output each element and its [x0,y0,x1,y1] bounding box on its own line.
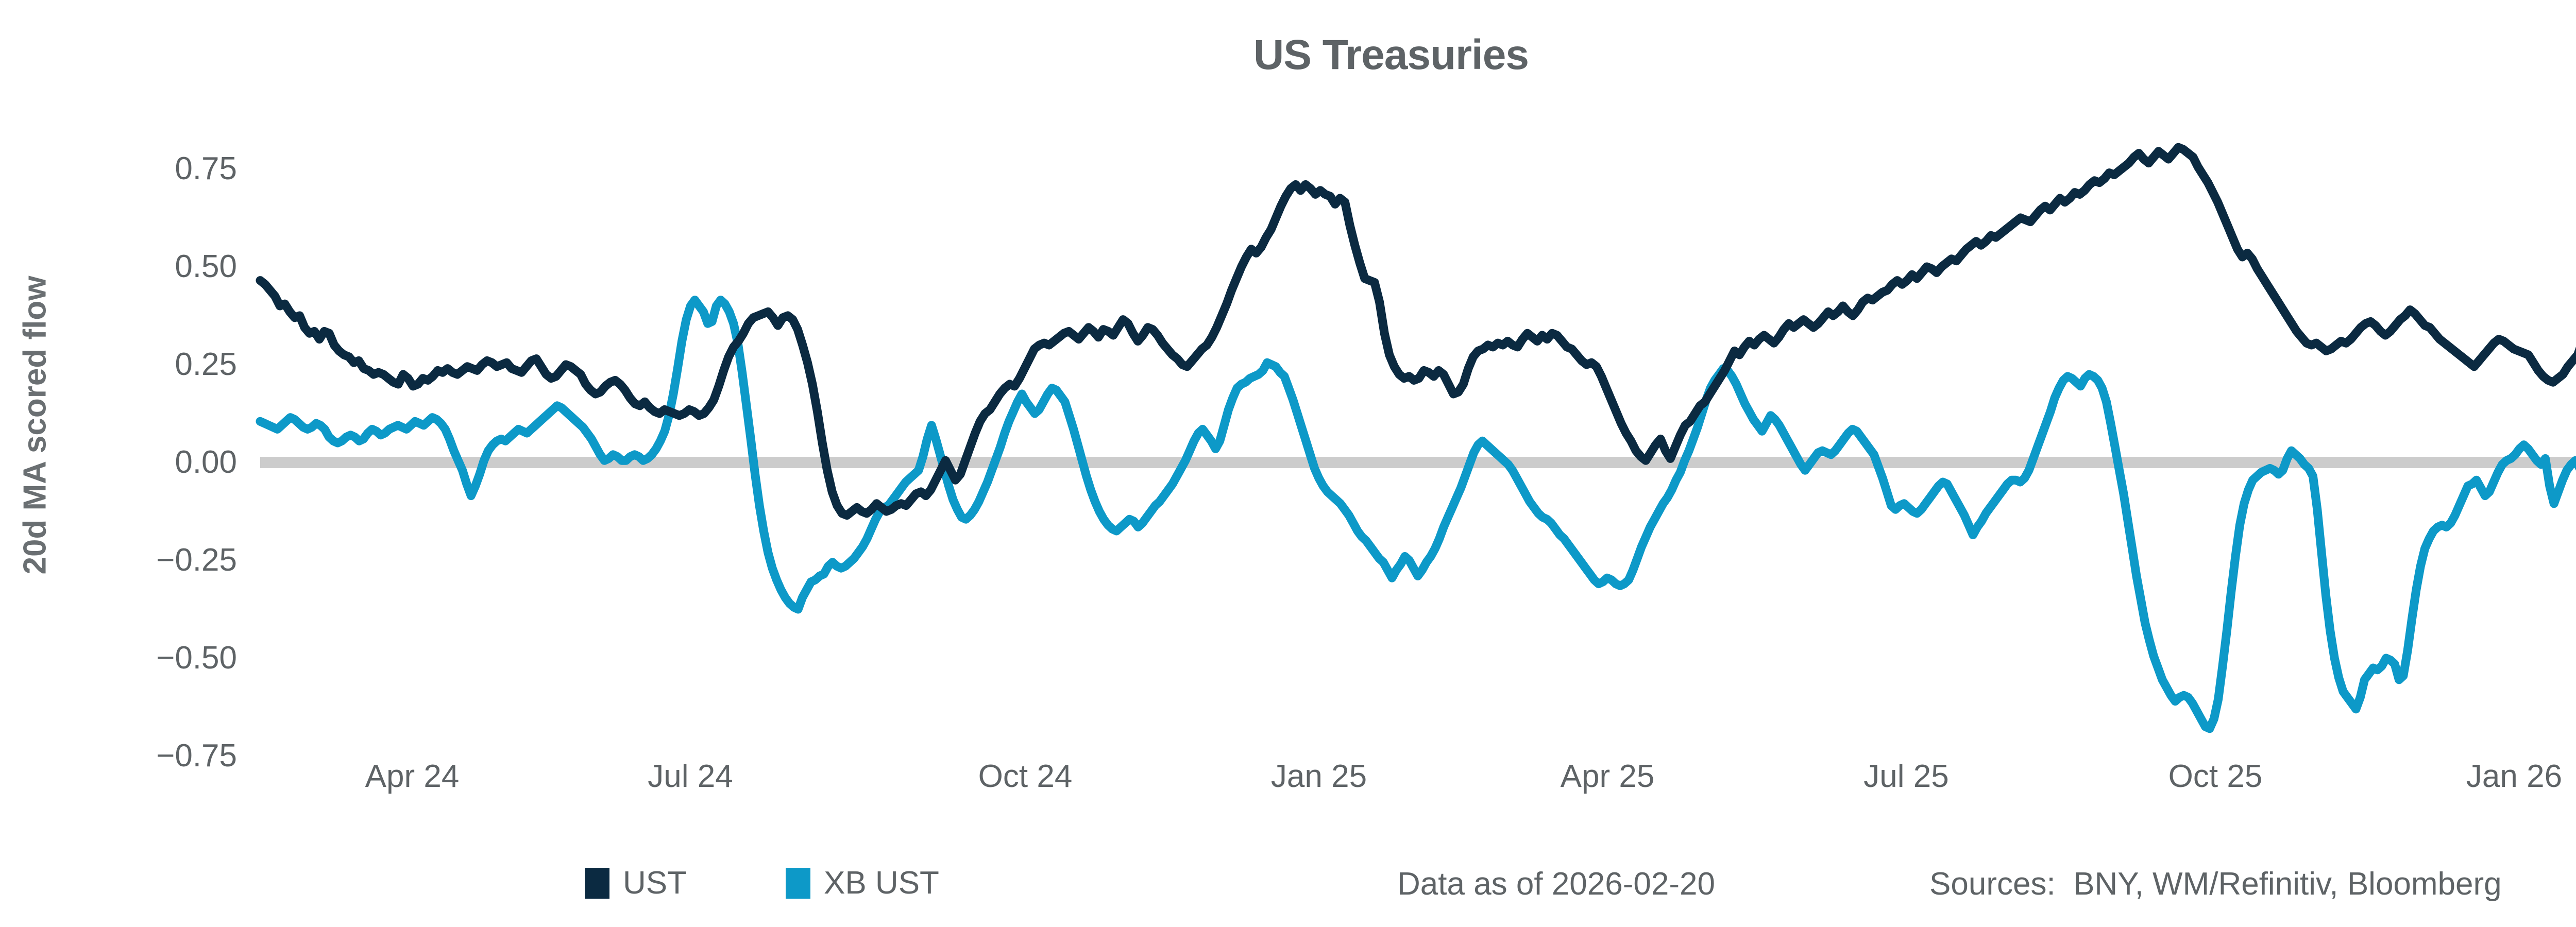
legend-swatch-xb-ust [786,868,810,899]
y-tick-label: −0.75 [156,738,237,774]
y-tick-label: −0.50 [156,640,237,676]
legend-item-ust[interactable]: UST [585,867,687,899]
legend-label-ust: UST [623,865,687,901]
x-tick-label: Jul 25 [1863,759,1949,794]
x-tick-label: Oct 24 [978,759,1073,794]
legend-label-xb-ust: XB UST [824,865,939,901]
legend-item-xb-ust[interactable]: XB UST [786,867,939,899]
y-axis-ticks: 0.75 0.50 0.25 0.00 −0.25 −0.50 −0.75 [52,0,237,927]
chart-footer: UST XB UST Data as of 2026-02-20 Sources… [0,860,2576,917]
y-tick-label: −0.25 [156,542,237,578]
y-tick-label: 0.75 [175,151,237,186]
series-line-xb-ust [256,296,2576,733]
x-tick-label: Oct 25 [2168,759,2263,794]
sources-note: Sources: BNY, WM/Refinitiv, Bloomberg [1929,866,2502,902]
legend-swatch-ust [585,868,609,899]
y-tick-label: 0.50 [175,249,237,284]
y-tick-label: 0.25 [175,347,237,382]
x-tick-label: Jan 26 [2466,759,2563,794]
x-tick-label: Jul 24 [648,759,733,794]
x-tick-label: Apr 25 [1560,759,1655,794]
page-title: US Treasuries [1253,31,1529,78]
y-tick-label: 0.00 [175,444,237,480]
series-line-ust [256,143,2576,520]
x-axis-ticks: Apr 24 Jul 24 Oct 24 Jan 25 Apr 25 Jul 25 Oct … [0,758,2576,804]
x-tick-label: Jan 25 [1270,759,1367,794]
x-tick-label: Apr 24 [365,759,460,794]
data-as-of-note: Data as of 2026-02-20 [1397,866,1715,902]
